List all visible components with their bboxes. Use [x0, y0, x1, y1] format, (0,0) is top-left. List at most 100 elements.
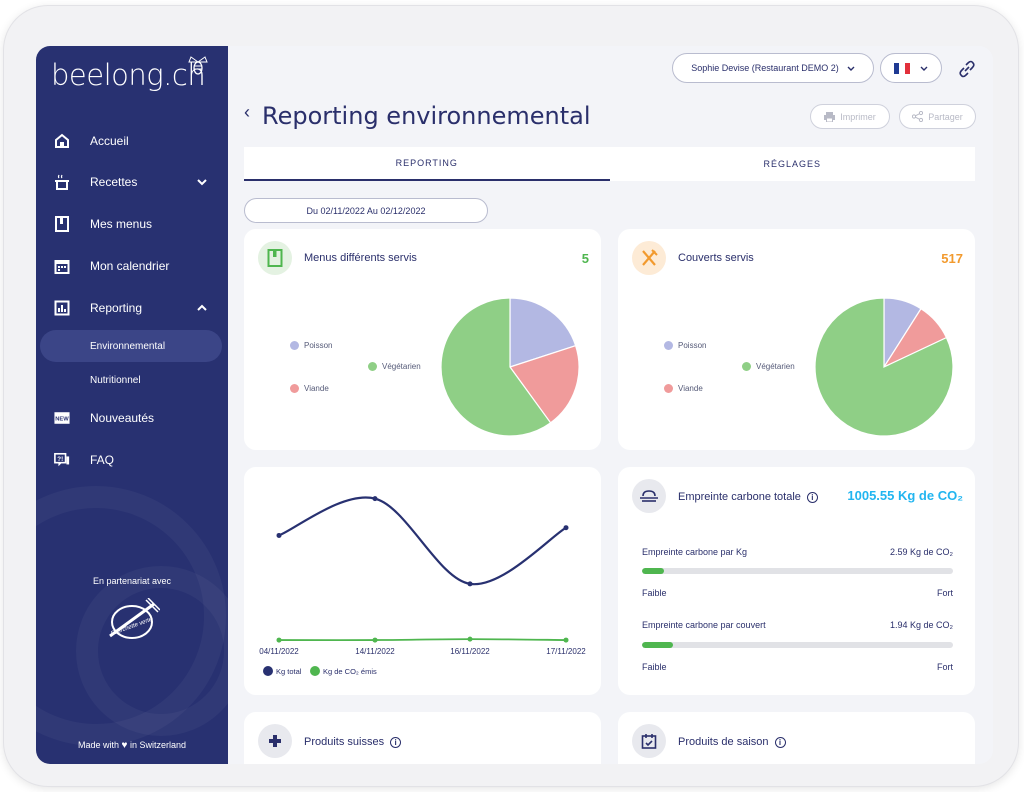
menu-book-icon	[54, 216, 70, 232]
brand-logo[interactable]: beelong.ch	[51, 58, 206, 92]
legend-dot	[310, 666, 320, 676]
scale-low-label: Faible	[642, 662, 667, 672]
user-selector[interactable]: Sophie Devise (Restaurant DEMO 2)	[672, 53, 874, 83]
cutlery-icon	[632, 241, 666, 275]
pie-slice-vgtarien[interactable]	[440, 297, 552, 437]
sidebar-item-mes-menus[interactable]: Mes menus	[36, 208, 228, 240]
share-button[interactable]: Partager	[899, 104, 976, 129]
sidebar-item-label: FAQ	[90, 453, 115, 467]
legend-dot	[368, 362, 377, 371]
card-title: Empreinte carbone totale i	[678, 491, 818, 503]
calendar-icon	[54, 258, 70, 274]
carbon-total-value: 1005.55 Kg de CO₂	[847, 488, 963, 503]
legend-item: Poisson	[290, 341, 332, 350]
sidebar-subitem-nutritionnel[interactable]: Nutritionnel	[90, 374, 141, 386]
sidebar-item-label: Mes menus	[90, 217, 153, 231]
data-point[interactable]	[372, 637, 378, 643]
swiss-cross-icon	[258, 724, 292, 758]
user-name: Sophie Devise (Restaurant DEMO 2)	[691, 63, 839, 73]
carbon-progress-fill	[642, 568, 664, 574]
info-icon[interactable]: i	[806, 492, 818, 503]
sidebar-item-nouveautes[interactable]: NEW Nouveautés	[36, 402, 228, 434]
heart-icon: ♥	[121, 740, 128, 751]
data-point[interactable]	[276, 532, 282, 538]
swiss-products-card: Produits suisses i	[244, 712, 601, 764]
pie-slice-viande[interactable]	[509, 344, 580, 424]
french-flag-icon	[894, 62, 910, 74]
chevron-down-icon	[847, 66, 855, 71]
share-label: Partager	[928, 111, 963, 122]
tablet-frame: beelong.ch Accueil Recettes	[4, 6, 1018, 786]
back-button[interactable]: ‹	[244, 102, 250, 122]
sidebar-subitem-environnemental[interactable]: Environnemental	[40, 330, 222, 362]
new-badge-icon: NEW	[54, 410, 70, 426]
series-line-1	[278, 638, 567, 642]
series-line-0	[278, 496, 567, 586]
chevron-down-icon	[920, 66, 928, 71]
print-button[interactable]: Imprimer	[810, 104, 890, 129]
main-content: Sophie Devise (Restaurant DEMO 2) ‹ Repo…	[228, 46, 993, 764]
pie-chart-menus	[440, 297, 580, 437]
sidebar-item-recettes[interactable]: Recettes	[36, 166, 228, 198]
fourchette-verte-logo: Fourchette verte	[109, 598, 160, 639]
data-point[interactable]	[467, 636, 473, 642]
data-point[interactable]	[372, 496, 378, 502]
date-range-picker[interactable]: Du 02/11/2022 Au 02/12/2022	[244, 198, 488, 223]
carbon-row-label: Empreinte carbone par couvert	[642, 620, 766, 630]
sidebar-item-label: Mon calendrier	[90, 259, 170, 273]
legend-dot	[742, 362, 751, 371]
sidebar-item-faq[interactable]: ?! FAQ	[36, 444, 228, 476]
faq-icon: ?!	[54, 452, 70, 468]
couverts-card: Couverts servis 517 Poisson Végétarien V…	[618, 229, 975, 450]
carbon-row-value: 1.94 Kg de CO₂	[889, 620, 953, 630]
card-title: Produits suisses i	[304, 736, 402, 748]
card-title: Menus différents servis	[304, 252, 417, 264]
menus-card: Menus différents servis 5 Poisson Végéta…	[244, 229, 601, 450]
pie-chart-couverts	[814, 297, 954, 437]
home-icon	[54, 133, 70, 149]
bar-chart-icon	[54, 300, 70, 316]
sidebar-item-label: Recettes	[90, 175, 138, 189]
bee-logo-icon	[188, 56, 208, 75]
sidebar-item-label: Reporting	[90, 301, 143, 315]
cooking-pot-icon	[54, 174, 70, 190]
x-tick-label: 17/11/2022	[546, 647, 586, 656]
legend-item: Végétarien	[368, 362, 421, 371]
tab-reporting[interactable]: REPORTING	[244, 147, 610, 181]
svg-text:?!: ?!	[57, 456, 63, 463]
tab-reglages[interactable]: RÉGLAGES	[763, 159, 822, 169]
data-point[interactable]	[467, 581, 473, 587]
data-point[interactable]	[276, 637, 282, 643]
info-icon[interactable]: i	[390, 737, 402, 748]
link-icon[interactable]	[958, 60, 976, 78]
legend-item: Viande	[290, 384, 329, 393]
scale-high-label: Fort	[936, 662, 953, 672]
chevron-up-icon	[197, 304, 207, 311]
card-value: 517	[941, 251, 963, 266]
sidebar-item-reporting[interactable]: Reporting	[36, 292, 228, 324]
svg-text:NEW: NEW	[55, 417, 69, 423]
legend-item: Viande	[664, 384, 703, 393]
print-label: Imprimer	[840, 111, 876, 122]
sidebar-item-label: Accueil	[90, 134, 129, 148]
pie-slice-poisson[interactable]	[509, 297, 577, 368]
calendar-check-icon	[632, 724, 666, 758]
x-tick-label: 14/11/2022	[355, 647, 395, 656]
made-with-text: Made with ♥ in Switzerland	[77, 740, 187, 751]
data-point[interactable]	[563, 637, 569, 643]
carbon-card: Empreinte carbone totale i 1005.55 Kg de …	[618, 467, 975, 695]
sidebar-item-mon-calendrier[interactable]: Mon calendrier	[36, 250, 228, 282]
info-icon[interactable]: i	[774, 737, 786, 748]
x-tick-label: 16/11/2022	[450, 647, 490, 656]
menu-book-icon	[258, 241, 292, 275]
language-selector[interactable]	[880, 53, 942, 83]
app-screen: beelong.ch Accueil Recettes	[36, 46, 993, 764]
carbon-row-label: Empreinte carbone par Kg	[642, 547, 748, 557]
seasonal-products-card: Produits de saison i	[618, 712, 975, 764]
data-point[interactable]	[563, 525, 569, 531]
x-tick-label: 04/11/2022	[259, 647, 299, 656]
legend-dot	[290, 341, 299, 350]
sidebar-item-label: Nouveautés	[90, 411, 155, 425]
sidebar-item-accueil[interactable]: Accueil	[36, 125, 228, 157]
pie-slice-vgtarien[interactable]	[814, 297, 954, 437]
